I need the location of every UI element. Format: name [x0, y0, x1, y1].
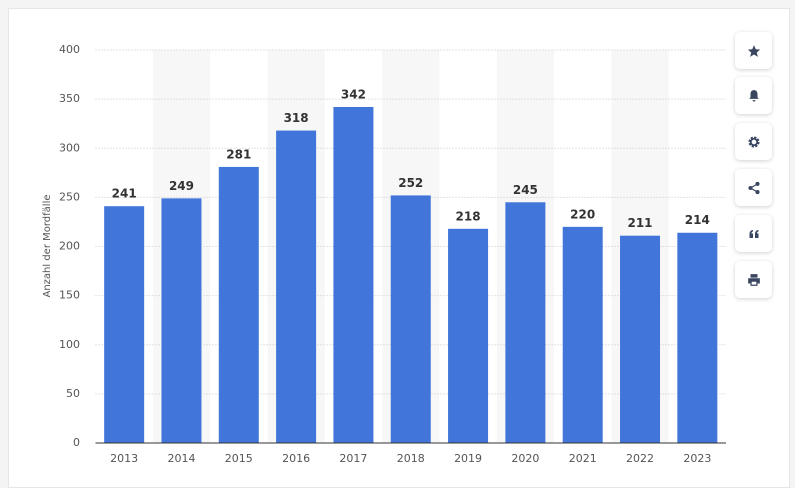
- value-label: 252: [398, 176, 423, 190]
- x-tick-label: 2017: [339, 452, 367, 465]
- y-tick-label: 300: [59, 141, 80, 154]
- bar: [677, 232, 718, 443]
- value-label: 318: [284, 111, 309, 125]
- bar: [333, 106, 374, 444]
- x-tick-label: 2020: [511, 452, 539, 465]
- x-tick-label: 2016: [282, 452, 310, 465]
- print-button[interactable]: [735, 261, 772, 298]
- bar: [448, 228, 489, 443]
- gear-icon: [747, 135, 760, 148]
- bar: [104, 206, 145, 443]
- x-tick-label: 2018: [397, 452, 425, 465]
- y-tick-label: 50: [66, 387, 80, 400]
- x-tick-label: 2019: [454, 452, 482, 465]
- x-tick-label: 2023: [683, 452, 711, 465]
- value-label: 245: [513, 183, 538, 197]
- x-tick-label: 2014: [167, 452, 195, 465]
- value-label: 218: [456, 209, 481, 223]
- notification-button[interactable]: [735, 77, 772, 114]
- y-tick-label: 400: [59, 43, 80, 56]
- x-tick-label: 2013: [110, 452, 138, 465]
- bar: [390, 195, 431, 443]
- value-label: 211: [627, 216, 652, 230]
- y-tick-label: 150: [59, 289, 80, 302]
- star-icon: [747, 44, 760, 57]
- value-label: 241: [112, 187, 137, 201]
- value-label: 281: [226, 147, 251, 161]
- favorite-button[interactable]: [735, 32, 772, 69]
- bar: [218, 166, 259, 444]
- y-axis-label: Anzahl der Mordfälle: [42, 194, 53, 297]
- value-label: 220: [570, 207, 595, 221]
- x-tick-label: 2015: [225, 452, 253, 465]
- share-button[interactable]: [735, 169, 772, 206]
- bar: [276, 130, 317, 443]
- y-tick-label: 100: [59, 338, 80, 351]
- print-icon: [747, 273, 760, 286]
- y-tick-label: 200: [59, 240, 80, 253]
- x-tick-label: 2022: [626, 452, 654, 465]
- value-label: 249: [169, 179, 194, 193]
- bell-icon: [748, 89, 759, 102]
- value-label: 214: [685, 213, 710, 227]
- y-tick-label: 350: [59, 92, 80, 105]
- y-tick-label: 250: [59, 190, 80, 203]
- value-label: 342: [341, 87, 366, 101]
- y-tick-label: 0: [73, 436, 80, 449]
- bar: [620, 235, 661, 443]
- settings-button[interactable]: [735, 123, 772, 160]
- share-icon: [747, 181, 760, 194]
- bar: [505, 202, 546, 443]
- cite-button[interactable]: [735, 215, 772, 252]
- quote-icon: [749, 229, 758, 238]
- bar: [562, 226, 603, 443]
- bar: [161, 198, 202, 443]
- x-tick-label: 2021: [569, 452, 597, 465]
